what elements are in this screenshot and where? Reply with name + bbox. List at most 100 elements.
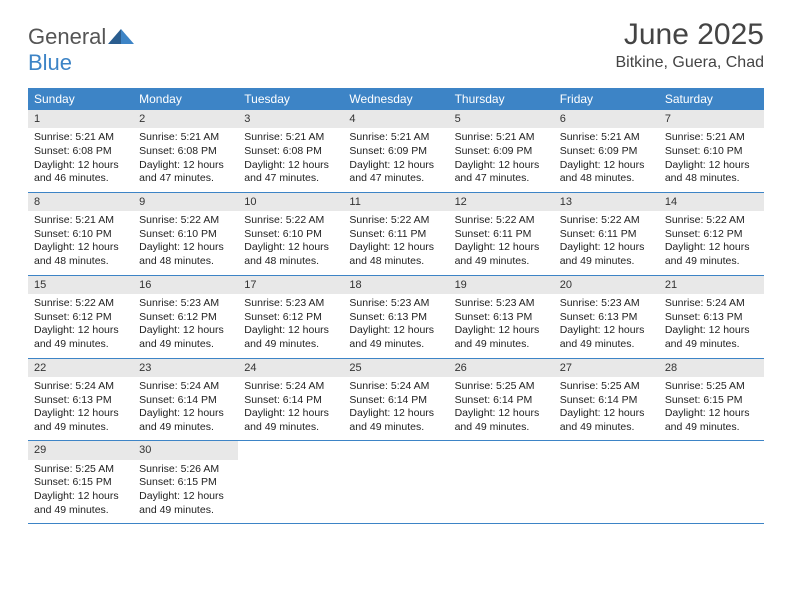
day-body: Sunrise: 5:21 AMSunset: 6:09 PMDaylight:… [343, 128, 448, 192]
day-number: 15 [28, 276, 133, 294]
sunset-line: Sunset: 6:08 PM [139, 145, 232, 159]
day-body: Sunrise: 5:21 AMSunset: 6:10 PMDaylight:… [28, 211, 133, 275]
day-number: 4 [343, 110, 448, 128]
day-number: 1 [28, 110, 133, 128]
week-row: 8Sunrise: 5:21 AMSunset: 6:10 PMDaylight… [28, 193, 764, 276]
day-cell: 3Sunrise: 5:21 AMSunset: 6:08 PMDaylight… [238, 110, 343, 192]
day-cell: 11Sunrise: 5:22 AMSunset: 6:11 PMDayligh… [343, 193, 448, 275]
day-body: Sunrise: 5:25 AMSunset: 6:15 PMDaylight:… [28, 460, 133, 524]
sunset-line: Sunset: 6:13 PM [455, 311, 548, 325]
daylight-line: Daylight: 12 hours and 48 minutes. [560, 159, 653, 186]
day-header: Wednesday [343, 88, 448, 110]
day-body: Sunrise: 5:22 AMSunset: 6:12 PMDaylight:… [28, 294, 133, 358]
day-number: 5 [449, 110, 554, 128]
day-body: Sunrise: 5:24 AMSunset: 6:14 PMDaylight:… [238, 377, 343, 441]
sunset-line: Sunset: 6:10 PM [665, 145, 758, 159]
day-body: Sunrise: 5:24 AMSunset: 6:14 PMDaylight:… [343, 377, 448, 441]
day-cell: 20Sunrise: 5:23 AMSunset: 6:13 PMDayligh… [554, 276, 659, 358]
title-block: June 2025 Bitkine, Guera, Chad [615, 18, 764, 72]
sunrise-line: Sunrise: 5:24 AM [139, 380, 232, 394]
daylight-line: Daylight: 12 hours and 49 minutes. [665, 324, 758, 351]
daylight-line: Daylight: 12 hours and 49 minutes. [455, 407, 548, 434]
daylight-line: Daylight: 12 hours and 49 minutes. [349, 407, 442, 434]
day-body: Sunrise: 5:24 AMSunset: 6:14 PMDaylight:… [133, 377, 238, 441]
sunrise-line: Sunrise: 5:22 AM [665, 214, 758, 228]
sunset-line: Sunset: 6:12 PM [244, 311, 337, 325]
week-row: 22Sunrise: 5:24 AMSunset: 6:13 PMDayligh… [28, 359, 764, 442]
day-cell: 1Sunrise: 5:21 AMSunset: 6:08 PMDaylight… [28, 110, 133, 192]
sunset-line: Sunset: 6:11 PM [560, 228, 653, 242]
day-cell: 13Sunrise: 5:22 AMSunset: 6:11 PMDayligh… [554, 193, 659, 275]
page: General Blue June 2025 Bitkine, Guera, C… [0, 0, 792, 524]
day-body: Sunrise: 5:23 AMSunset: 6:13 PMDaylight:… [554, 294, 659, 358]
day-body: Sunrise: 5:21 AMSunset: 6:08 PMDaylight:… [238, 128, 343, 192]
day-cell: .. [238, 441, 343, 523]
sunrise-line: Sunrise: 5:21 AM [34, 214, 127, 228]
day-number: 2 [133, 110, 238, 128]
day-body: Sunrise: 5:21 AMSunset: 6:08 PMDaylight:… [28, 128, 133, 192]
sunrise-line: Sunrise: 5:22 AM [349, 214, 442, 228]
day-number: 23 [133, 359, 238, 377]
day-number: 8 [28, 193, 133, 211]
day-cell: 17Sunrise: 5:23 AMSunset: 6:12 PMDayligh… [238, 276, 343, 358]
sunset-line: Sunset: 6:14 PM [349, 394, 442, 408]
daylight-line: Daylight: 12 hours and 49 minutes. [455, 241, 548, 268]
day-body: Sunrise: 5:25 AMSunset: 6:15 PMDaylight:… [659, 377, 764, 441]
sunrise-line: Sunrise: 5:24 AM [665, 297, 758, 311]
day-body: Sunrise: 5:22 AMSunset: 6:10 PMDaylight:… [238, 211, 343, 275]
sunset-line: Sunset: 6:09 PM [455, 145, 548, 159]
weeks-container: 1Sunrise: 5:21 AMSunset: 6:08 PMDaylight… [28, 110, 764, 524]
week-row: 29Sunrise: 5:25 AMSunset: 6:15 PMDayligh… [28, 441, 764, 524]
sunrise-line: Sunrise: 5:24 AM [34, 380, 127, 394]
sunset-line: Sunset: 6:09 PM [560, 145, 653, 159]
day-number: 25 [343, 359, 448, 377]
day-body: Sunrise: 5:22 AMSunset: 6:12 PMDaylight:… [659, 211, 764, 275]
day-cell: 29Sunrise: 5:25 AMSunset: 6:15 PMDayligh… [28, 441, 133, 523]
sunset-line: Sunset: 6:10 PM [244, 228, 337, 242]
day-body: Sunrise: 5:23 AMSunset: 6:12 PMDaylight:… [238, 294, 343, 358]
day-header: Thursday [449, 88, 554, 110]
day-header: Sunday [28, 88, 133, 110]
day-body: Sunrise: 5:25 AMSunset: 6:14 PMDaylight:… [449, 377, 554, 441]
daylight-line: Daylight: 12 hours and 47 minutes. [455, 159, 548, 186]
day-number: 16 [133, 276, 238, 294]
sunset-line: Sunset: 6:15 PM [34, 476, 127, 490]
day-number: 19 [449, 276, 554, 294]
daylight-line: Daylight: 12 hours and 49 minutes. [665, 407, 758, 434]
sunrise-line: Sunrise: 5:21 AM [244, 131, 337, 145]
daylight-line: Daylight: 12 hours and 48 minutes. [349, 241, 442, 268]
day-number: 11 [343, 193, 448, 211]
day-cell: 9Sunrise: 5:22 AMSunset: 6:10 PMDaylight… [133, 193, 238, 275]
day-cell: 27Sunrise: 5:25 AMSunset: 6:14 PMDayligh… [554, 359, 659, 441]
day-body: Sunrise: 5:26 AMSunset: 6:15 PMDaylight:… [133, 460, 238, 524]
sunrise-line: Sunrise: 5:22 AM [139, 214, 232, 228]
day-header: Tuesday [238, 88, 343, 110]
sunrise-line: Sunrise: 5:21 AM [349, 131, 442, 145]
day-body: Sunrise: 5:24 AMSunset: 6:13 PMDaylight:… [28, 377, 133, 441]
sunset-line: Sunset: 6:08 PM [34, 145, 127, 159]
daylight-line: Daylight: 12 hours and 49 minutes. [244, 407, 337, 434]
sunset-line: Sunset: 6:15 PM [139, 476, 232, 490]
day-cell: 4Sunrise: 5:21 AMSunset: 6:09 PMDaylight… [343, 110, 448, 192]
day-body: Sunrise: 5:22 AMSunset: 6:10 PMDaylight:… [133, 211, 238, 275]
sunset-line: Sunset: 6:09 PM [349, 145, 442, 159]
sunrise-line: Sunrise: 5:25 AM [34, 463, 127, 477]
logo-mark-icon [108, 24, 134, 44]
daylight-line: Daylight: 12 hours and 47 minutes. [139, 159, 232, 186]
daylight-line: Daylight: 12 hours and 49 minutes. [560, 241, 653, 268]
day-number: 9 [133, 193, 238, 211]
sunset-line: Sunset: 6:12 PM [665, 228, 758, 242]
daylight-line: Daylight: 12 hours and 49 minutes. [34, 490, 127, 517]
day-cell: 21Sunrise: 5:24 AMSunset: 6:13 PMDayligh… [659, 276, 764, 358]
day-number: 18 [343, 276, 448, 294]
sunrise-line: Sunrise: 5:25 AM [665, 380, 758, 394]
day-body: Sunrise: 5:23 AMSunset: 6:13 PMDaylight:… [449, 294, 554, 358]
daylight-line: Daylight: 12 hours and 49 minutes. [139, 407, 232, 434]
day-number: 28 [659, 359, 764, 377]
day-number: 7 [659, 110, 764, 128]
sunrise-line: Sunrise: 5:24 AM [349, 380, 442, 394]
logo: General Blue [28, 24, 134, 76]
daylight-line: Daylight: 12 hours and 48 minutes. [665, 159, 758, 186]
day-number: 21 [659, 276, 764, 294]
sunset-line: Sunset: 6:10 PM [34, 228, 127, 242]
